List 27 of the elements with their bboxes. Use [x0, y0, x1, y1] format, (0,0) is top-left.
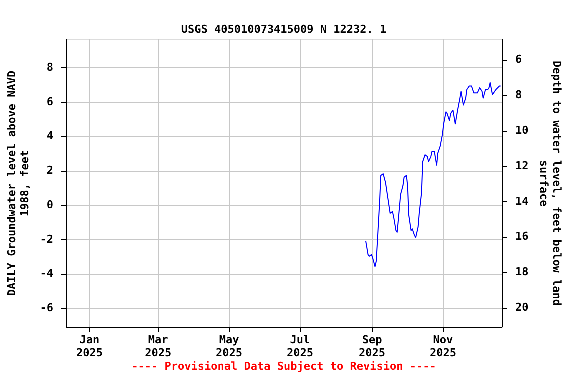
line-series: [365, 82, 502, 268]
y-tick-label: 8: [46, 60, 54, 74]
y2-tick-label: 8: [516, 88, 522, 102]
x-tick-label: Nov 2025: [430, 334, 456, 360]
y2-tick-label: 16: [516, 230, 530, 244]
y2-axis-title: Depth to water level, feet below land surface: [538, 60, 564, 306]
x-tick-label: Mar 2025: [145, 334, 172, 360]
x-tick-label: Sep 2025: [359, 334, 386, 360]
x-tick-label: May 2025: [216, 334, 243, 360]
y2-tick-label: 6: [516, 53, 522, 66]
y2-tick-label: 14: [516, 194, 530, 208]
y-tick-label: -4: [40, 267, 54, 280]
y-tick-label: 2: [46, 164, 54, 178]
y-tick-label: 6: [46, 95, 54, 108]
y-tick-label: -6: [40, 302, 54, 315]
y-tick-label: 4: [46, 130, 54, 143]
y2-tick-label: 20: [516, 301, 529, 314]
y2-tick-label: 12: [516, 159, 529, 172]
y-tick-label: -2: [40, 232, 54, 246]
y-tick-label: 0: [46, 198, 54, 212]
text: ---- Provisional Data Subject to Revision ----: [132, 360, 436, 373]
y-axis-title: DAILY Groundwater level above NAVD 1988, feet: [5, 70, 32, 296]
y2-tick-label: 18: [516, 266, 529, 279]
chart-title: USGS 405010073415009 N 12232. 1: [181, 23, 388, 36]
y2-tick-label: 10: [516, 124, 529, 138]
x-tick-label: Jul 2025: [286, 334, 314, 360]
x-tick-label: Jan 2025: [76, 334, 104, 360]
